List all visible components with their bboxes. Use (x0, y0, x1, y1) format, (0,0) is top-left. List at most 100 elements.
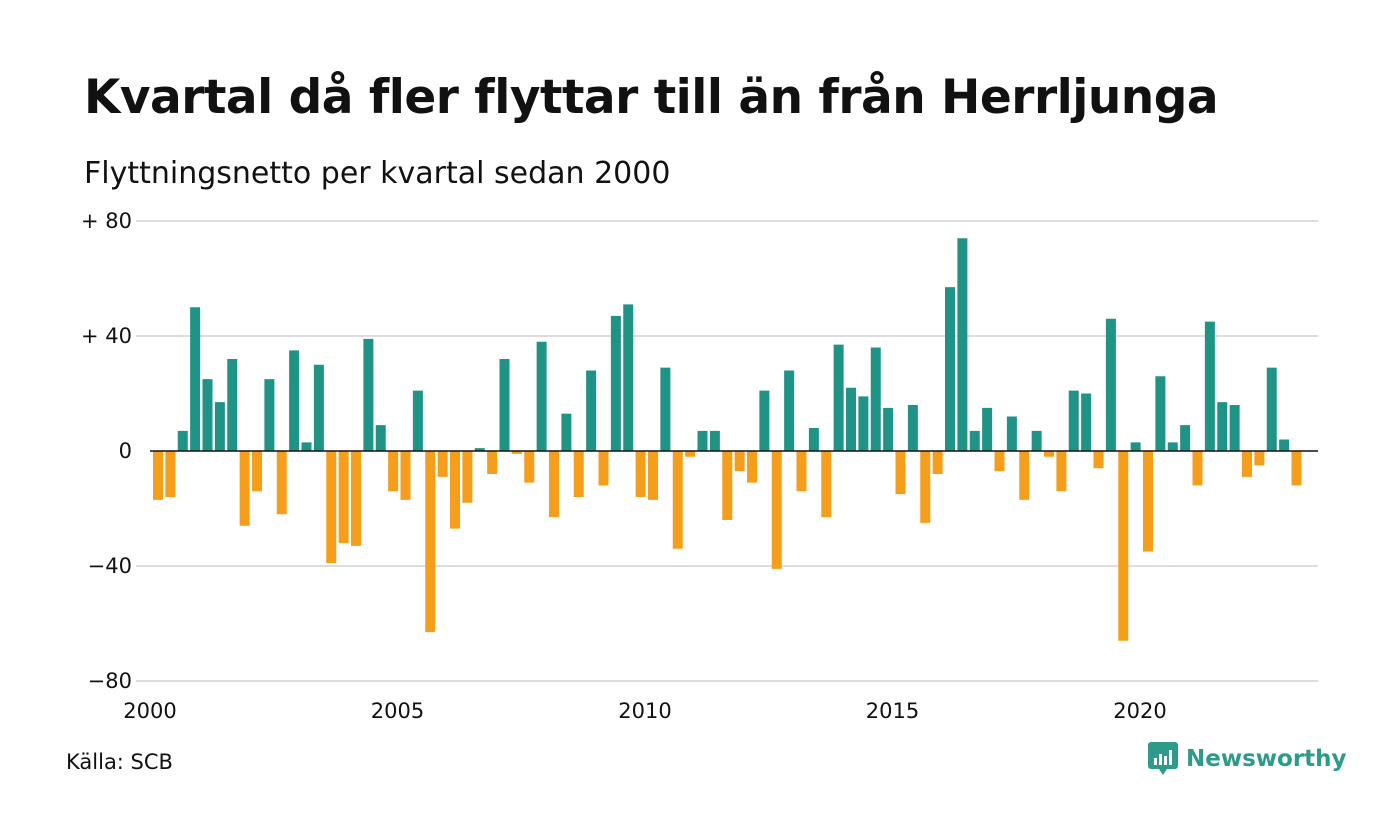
y-tick-label: + 80 (81, 209, 132, 233)
bar-2006-q4 (487, 451, 498, 474)
bar-2011-q4 (734, 451, 745, 472)
bar-2002-q3 (276, 451, 287, 515)
bar-2022-q2 (1254, 451, 1265, 466)
bar-2001-q3 (227, 359, 238, 451)
x-tick-labels: 2000 2005 2010 2015 2020 (123, 699, 1166, 723)
bar-2001-q2 (214, 402, 225, 452)
bar-2002-q1 (252, 451, 262, 492)
bar-2018-q4 (1081, 393, 1092, 451)
bar-2017-q3 (1019, 451, 1030, 500)
bar-2003-q1 (301, 442, 312, 452)
x-tick-label: 2000 (123, 699, 176, 723)
bar-2008-q4 (586, 370, 597, 451)
bar-2007-q3 (524, 451, 535, 483)
bar-2014-q2 (858, 396, 869, 452)
bar-2004-q1 (351, 451, 361, 546)
bar-2009-q2 (610, 315, 621, 452)
bar-2013-q1 (796, 451, 807, 492)
bar-2008-q3 (573, 451, 584, 497)
bar-2004-q2 (363, 338, 374, 452)
bar-2001-q4 (239, 451, 250, 526)
bar-2004-q3 (375, 425, 386, 452)
bar-2009-q4 (635, 451, 646, 497)
bar-2009-q3 (623, 304, 634, 452)
bar-2021-q1 (1192, 451, 1203, 486)
bar-2015-q1 (895, 451, 906, 495)
bar-2020-q1 (1143, 451, 1153, 552)
y-tick-label: −80 (88, 669, 132, 693)
bar-2005-q1 (400, 451, 411, 500)
bar-2011-q1 (697, 430, 708, 452)
y-tick-label: + 40 (81, 324, 132, 348)
bar-2004-q4 (388, 451, 399, 492)
chart-title: Kvartal då fler flyttar till än från Her… (84, 70, 1219, 125)
bar-2021-q2 (1204, 321, 1215, 452)
x-tick-label: 2015 (866, 699, 919, 723)
bar-2017-q4 (1031, 430, 1042, 452)
bar-2020-q3 (1167, 442, 1178, 452)
bar-2016-q1 (945, 287, 955, 452)
bar-2017-q2 (1006, 416, 1017, 451)
bar-2007-q4 (536, 341, 547, 451)
y-tick-label: −40 (88, 554, 132, 578)
bar-2002-q4 (289, 350, 300, 452)
bar-2000-q3 (177, 430, 188, 452)
bar-2000-q2 (165, 451, 176, 497)
bar-2000-q4 (190, 307, 201, 451)
x-tick-label: 2005 (371, 699, 424, 723)
bar-2001-q1 (202, 379, 213, 452)
bar-2019-q4 (1130, 442, 1141, 452)
x-tick-label: 2020 (1113, 699, 1166, 723)
bar-2014-q3 (870, 347, 881, 451)
bar-2022-q3 (1266, 367, 1277, 452)
y-tick-labels: + 80 + 40 0 −40 −80 (81, 209, 132, 693)
bar-2014-q1 (846, 387, 856, 451)
bar-2005-q2 (412, 390, 423, 452)
bar-2018-q1 (1044, 451, 1054, 457)
bar-2010-q1 (648, 451, 658, 500)
bar-2007-q1 (499, 359, 510, 451)
bar-2015-q3 (920, 451, 931, 523)
bar-2012-q4 (784, 370, 795, 451)
bar-2022-q4 (1279, 439, 1290, 451)
bar-2014-q4 (883, 407, 894, 452)
bar-2011-q3 (722, 451, 733, 520)
bar-2012-q3 (771, 451, 782, 569)
bar-2010-q3 (672, 451, 683, 549)
bar-2012-q2 (759, 390, 770, 452)
bar-2005-q3 (425, 451, 436, 633)
bar-2018-q2 (1056, 451, 1067, 492)
bar-2006-q2 (462, 451, 473, 503)
bar-2021-q4 (1229, 405, 1240, 451)
newsworthy-logo-icon (1148, 742, 1178, 775)
bar-2013-q4 (833, 344, 844, 452)
bar-2010-q2 (660, 367, 671, 452)
bar-2013-q2 (808, 428, 819, 451)
bar-2015-q4 (932, 451, 943, 474)
bar-2019-q3 (1118, 451, 1129, 641)
brand-name: Newsworthy (1186, 746, 1347, 772)
bar-2010-q4 (685, 451, 696, 457)
bar-2022-q1 (1242, 451, 1252, 477)
x-tick-label: 2010 (618, 699, 671, 723)
chart-subtitle: Flyttningsnetto per kvartal sedan 2000 (84, 156, 671, 191)
bar-2000-q1 (153, 451, 163, 500)
bar-2021-q3 (1217, 402, 1228, 452)
bar-2013-q3 (821, 451, 832, 518)
bar-2016-q2 (957, 238, 968, 451)
bar-2008-q1 (549, 451, 559, 518)
bar-2012-q1 (747, 451, 757, 483)
bar-2008-q2 (561, 413, 572, 452)
bar-2011-q2 (709, 430, 720, 452)
bar-2018-q3 (1068, 390, 1079, 452)
bar-2016-q3 (969, 430, 980, 452)
bar-2016-q4 (982, 407, 993, 452)
bar-2020-q4 (1180, 425, 1191, 452)
bar-2006-q1 (450, 451, 460, 529)
bar-2002-q2 (264, 379, 275, 452)
bar-2003-q2 (313, 364, 324, 451)
bar-2009-q1 (598, 451, 609, 486)
bar-2005-q4 (437, 451, 448, 477)
source-note: Källa: SCB (66, 750, 173, 774)
